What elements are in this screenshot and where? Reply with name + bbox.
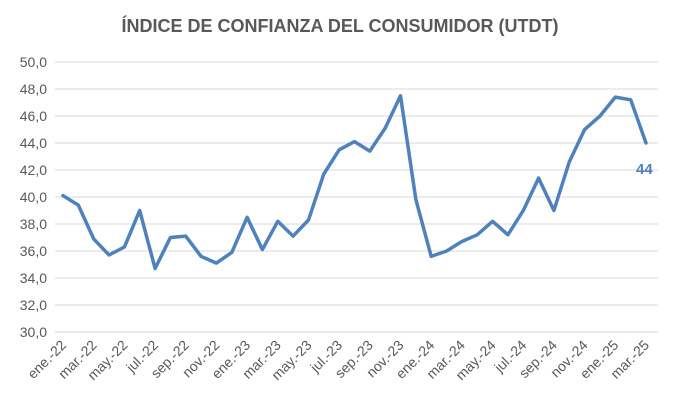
series-layer: [61, 94, 648, 271]
y-axis: 30,0 32,0 34,0 36,0 38,0 40,0 42,0 44,0 46,0 48,0…: [20, 54, 47, 340]
y-tick-label: 34,0: [20, 270, 47, 286]
series-line: [61, 94, 648, 271]
data-label: 44: [636, 161, 653, 178]
y-tick-label: 38,0: [20, 216, 47, 232]
y-tick-label: 42,0: [20, 162, 47, 178]
y-tick-label: 46,0: [20, 108, 47, 124]
y-tick-label: 36,0: [20, 243, 47, 259]
y-tick-label: 44,0: [20, 135, 47, 151]
chart-title: ÍNDICE DE CONFIANZA DEL CONSUMIDOR (UTDT…: [122, 15, 559, 36]
y-tick-label: 48,0: [20, 81, 47, 97]
y-tick-label: 30,0: [20, 324, 47, 340]
y-tick-label: 50,0: [20, 54, 47, 70]
y-tick-label: 40,0: [20, 189, 47, 205]
y-tick-label: 32,0: [20, 297, 47, 313]
gridlines: [55, 61, 658, 333]
data-labels: 44: [636, 161, 653, 178]
x-axis: ene.-22mar.-22may.-22jul.-22sep.-22nov.-…: [24, 337, 652, 383]
